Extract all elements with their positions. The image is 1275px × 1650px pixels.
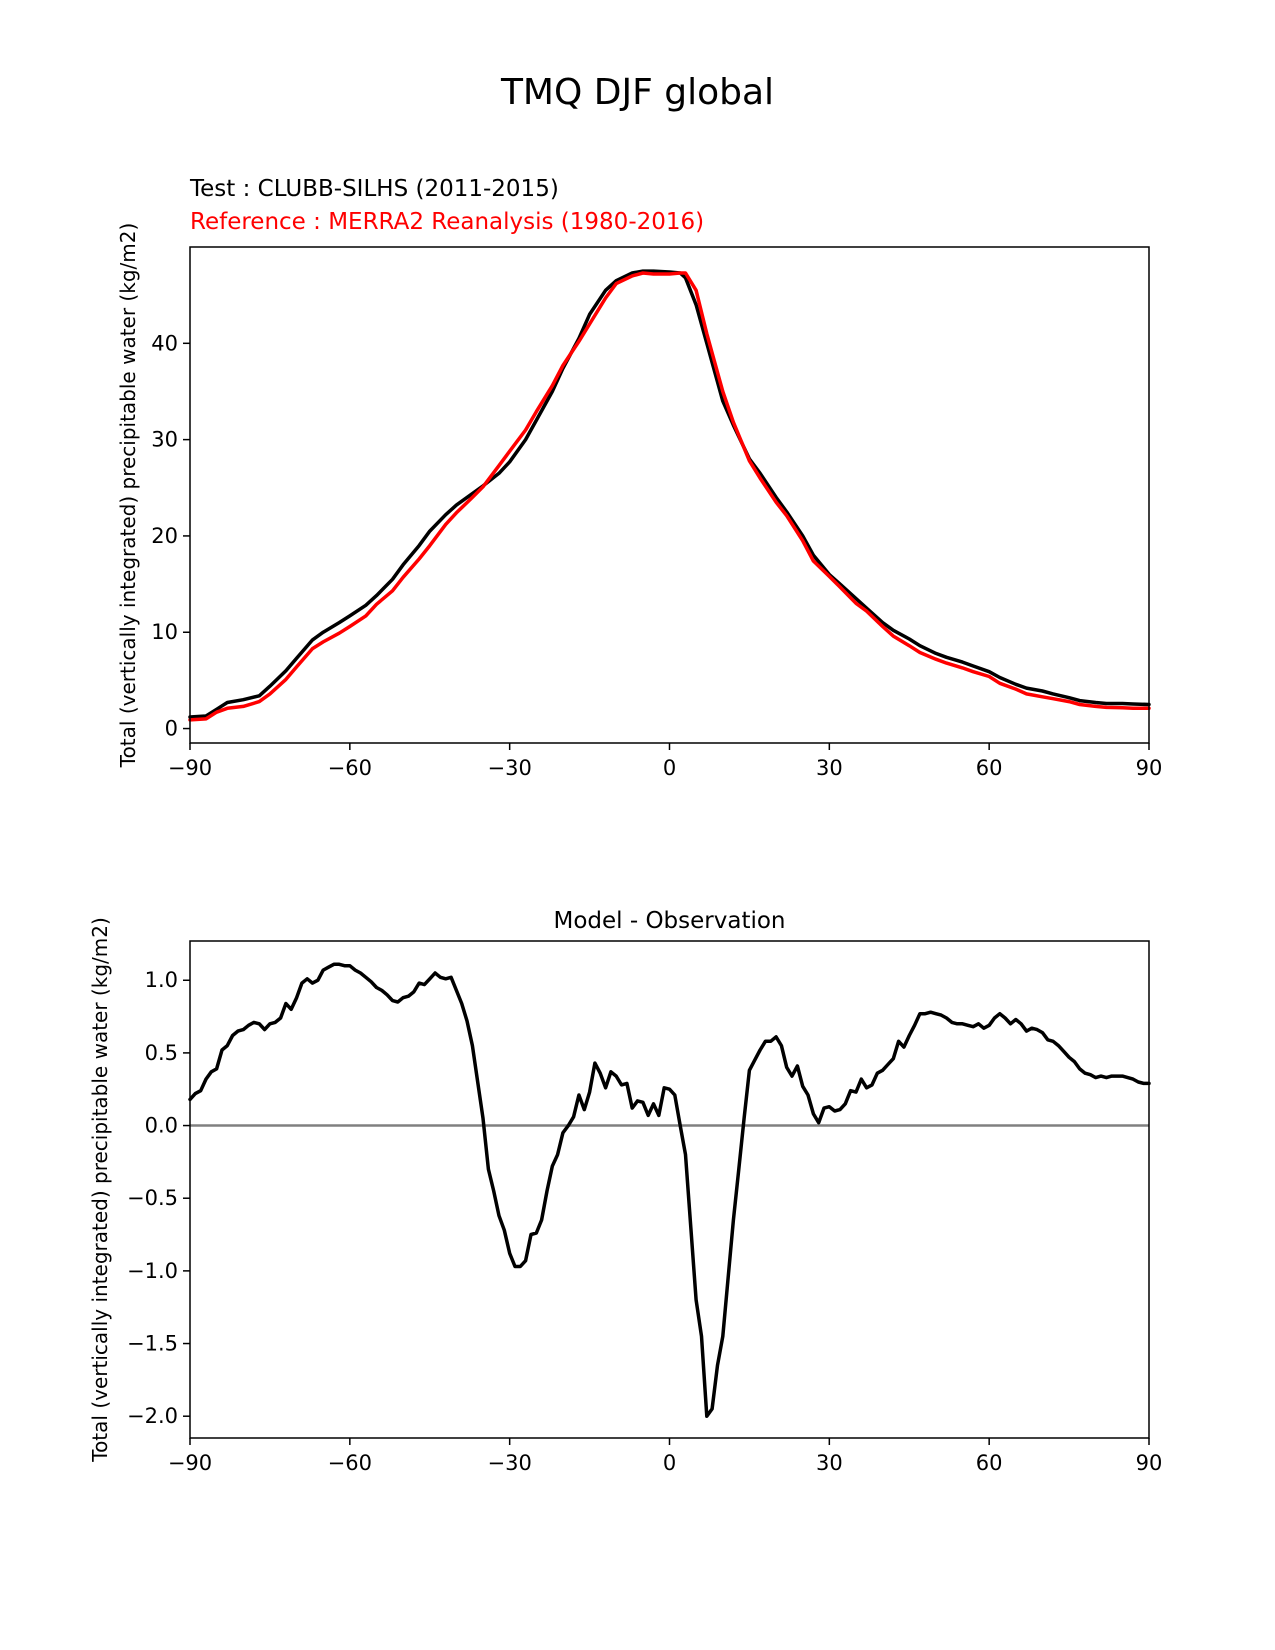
axes-frame: [189, 246, 1150, 744]
top-chart-panel: −90 −60 −30 0 30 60 90 0 10 20 30 40 Total (vertical…: [116, 223, 1162, 780]
y-tick-label: 30: [151, 428, 178, 452]
y-tick-label: 0: [165, 717, 178, 741]
x-tick-label: −90: [168, 1451, 212, 1475]
difference-chart-title: Model - Observation: [553, 908, 785, 934]
y-axis-label: Total (vertically integrated) precipitab…: [88, 917, 112, 1463]
x-tick-label: 0: [663, 1451, 676, 1475]
y-tick-label: −1.5: [127, 1332, 178, 1356]
x-tick-label: 30: [816, 756, 843, 780]
series-line-0: [188, 962, 1151, 1418]
y-tick-label: 20: [151, 524, 178, 548]
series-line-1: [188, 271, 1151, 722]
figure-title: TMQ DJF global: [500, 72, 775, 113]
y-tick-label: 10: [151, 620, 178, 644]
x-tick-label: 90: [1136, 1451, 1163, 1475]
x-tick-label: 60: [976, 756, 1003, 780]
x-tick-label: −90: [168, 756, 212, 780]
x-tick-label: 90: [1136, 756, 1163, 780]
y-tick-label: 0.5: [145, 1041, 178, 1065]
x-tick-label: −30: [488, 756, 532, 780]
y-tick-label: 40: [151, 331, 178, 355]
y-tick-label: 0.0: [145, 1114, 178, 1138]
series-line-0: [188, 269, 1151, 719]
difference-chart-panel: Model - Observation −90 −60 −30 0 30 60 90 1.0 0…: [88, 908, 1162, 1475]
x-tick-label: 60: [976, 1451, 1003, 1475]
y-tick-label: −2.0: [127, 1404, 178, 1428]
legend-reference-entry: Reference : MERRA2 Reanalysis (1980-2016…: [190, 209, 705, 235]
x-tick-label: −60: [328, 756, 372, 780]
axes-frame: [189, 940, 1150, 1439]
legend-test-entry: Test : CLUBB-SILHS (2011-2015): [190, 176, 559, 202]
x-tick-label: −30: [488, 1451, 532, 1475]
y-tick-label: −1.0: [127, 1259, 178, 1283]
x-tick-label: 0: [663, 756, 676, 780]
y-tick-label: −0.5: [127, 1186, 178, 1210]
y-axis-label: Total (vertically integrated) precipitab…: [116, 223, 140, 769]
x-tick-label: −60: [328, 1451, 372, 1475]
x-tick-label: 30: [816, 1451, 843, 1475]
y-tick-label: 1.0: [145, 968, 178, 992]
